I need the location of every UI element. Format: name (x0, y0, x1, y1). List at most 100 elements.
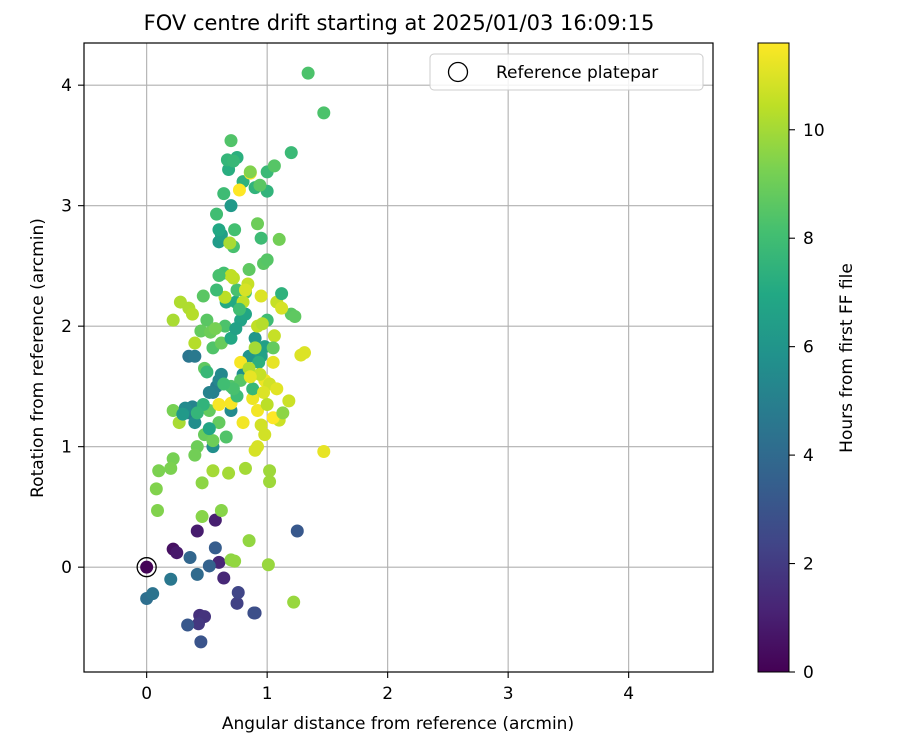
data-point (212, 269, 226, 283)
data-point (246, 382, 260, 396)
data-point (246, 391, 260, 405)
data-point (253, 178, 267, 192)
colorbar-tick-label: 4 (803, 446, 814, 466)
data-point (266, 355, 280, 369)
data-point (217, 187, 231, 201)
data-point (301, 66, 315, 80)
data-point (164, 572, 178, 586)
data-point (290, 524, 304, 538)
data-point (214, 504, 228, 518)
data-point (232, 302, 246, 316)
x-axis-label: Angular distance from reference (arcmin) (222, 714, 574, 734)
data-point (140, 560, 154, 574)
x-tick-label: 0 (141, 684, 152, 704)
data-point (195, 510, 209, 524)
data-point (149, 482, 163, 496)
data-point (228, 223, 242, 237)
data-point (208, 322, 222, 336)
data-point (185, 307, 199, 321)
legend-box (429, 53, 704, 91)
data-point (276, 406, 290, 420)
data-point (228, 554, 242, 568)
x-tick-label: 3 (503, 684, 514, 704)
data-point (243, 370, 257, 384)
data-point (219, 430, 233, 444)
data-point (217, 377, 231, 391)
data-point (208, 541, 222, 555)
data-point (226, 382, 240, 396)
data-point (188, 336, 202, 350)
data-point (254, 289, 268, 303)
data-point (202, 559, 216, 573)
data-point (298, 346, 312, 360)
data-point (255, 317, 269, 331)
data-point (284, 146, 298, 160)
data-point (261, 558, 275, 572)
data-point (190, 567, 204, 581)
data-point (243, 165, 257, 179)
data-point (222, 466, 236, 480)
data-point (224, 134, 238, 148)
data-point (242, 534, 256, 548)
data-point (146, 587, 160, 601)
data-point (252, 355, 266, 369)
reference-platepar-marker (136, 557, 157, 578)
data-point (251, 404, 265, 418)
data-point (248, 443, 262, 457)
data-point (231, 585, 245, 599)
data-point (208, 513, 222, 527)
data-point (202, 422, 216, 436)
data-point (270, 382, 284, 396)
plot-frame (83, 42, 714, 673)
data-point (181, 618, 195, 632)
data-point (229, 322, 243, 336)
x-tick-label: 4 (623, 684, 634, 704)
data-point (242, 263, 256, 277)
data-point (260, 397, 274, 411)
grid (84, 43, 713, 672)
data-point (195, 476, 209, 490)
data-point (272, 232, 286, 246)
data-point (260, 253, 274, 267)
colorbar-tick-label: 8 (803, 229, 814, 249)
data-point (275, 301, 289, 315)
data-point (217, 571, 231, 585)
data-point (232, 183, 246, 197)
data-point (238, 461, 252, 475)
chart-title: FOV centre drift starting at 2025/01/03 … (144, 11, 655, 35)
data-point (164, 461, 178, 475)
data-point (266, 411, 280, 425)
y-axis-label: Rotation from reference (arcmin) (28, 218, 48, 498)
data-point (236, 416, 250, 430)
legend-reference-marker (447, 61, 469, 83)
colorbar-ticks: 0 2 4 6 8 10 (789, 121, 825, 683)
data-point (263, 464, 277, 478)
data-point (275, 287, 289, 301)
data-point (224, 331, 238, 345)
data-point (230, 596, 244, 610)
data-point (251, 217, 265, 231)
data-point (190, 524, 204, 538)
data-point (151, 504, 165, 518)
legend-label: Reference platepar (496, 63, 658, 83)
data-point (212, 397, 226, 411)
data-point (226, 154, 240, 168)
data-point (224, 269, 238, 283)
data-point (317, 106, 331, 120)
colorbar-tick-label: 6 (803, 338, 814, 358)
colorbar-label: Hours from first FF file (837, 263, 857, 453)
x-tick-label: 2 (382, 684, 393, 704)
data-point (212, 223, 226, 237)
data-point (223, 236, 237, 250)
data-point (210, 207, 224, 221)
data-point (248, 341, 262, 355)
colorbar-tick-label: 2 (803, 555, 814, 575)
data-point (248, 331, 262, 345)
data-point (206, 434, 220, 448)
data-point (210, 283, 224, 297)
data-point (214, 336, 228, 350)
data-point (266, 341, 280, 355)
data-point (202, 385, 216, 399)
x-tick-label: 1 (262, 684, 273, 704)
data-point (196, 289, 210, 303)
